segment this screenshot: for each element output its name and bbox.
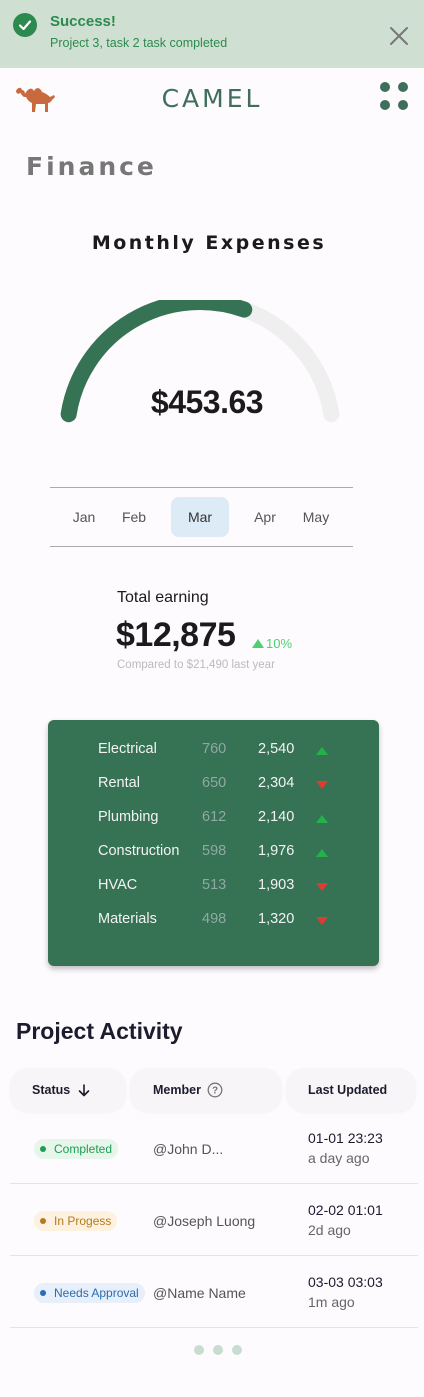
check-circle-icon <box>13 13 37 37</box>
status-label: In Progess <box>54 1214 111 1228</box>
page-dot[interactable] <box>232 1345 242 1355</box>
close-icon[interactable] <box>388 25 410 47</box>
earning-value: $12,875 <box>116 616 235 655</box>
breakdown-row: Rental 650 2,304 <box>48 767 379 801</box>
column-header-label: Member <box>153 1083 201 1097</box>
gauge-title: Monthly Expenses <box>0 232 418 254</box>
breakdown-row: Materials 498 1,320 <box>48 903 379 937</box>
member-name: @John D... <box>153 1141 223 1157</box>
status-dot <box>40 1218 46 1224</box>
breakdown-row: Plumbing 612 2,140 <box>48 801 379 835</box>
column-header-label: Status <box>32 1083 70 1097</box>
breakdown-count: 650 <box>202 775 226 791</box>
updated-ago: 1m ago <box>308 1294 355 1310</box>
expense-breakdown-card: Electrical 760 2,540 Rental 650 2,304 Pl… <box>48 720 379 966</box>
brand-name: CAMEL <box>0 84 424 113</box>
updated-date: 02-02 01:01 <box>308 1202 383 1218</box>
status-label: Needs Approval <box>54 1286 139 1300</box>
column-header-member[interactable]: Member ? <box>130 1068 282 1112</box>
grid-dots-icon[interactable] <box>380 82 410 112</box>
column-header-label: Last Updated <box>308 1083 387 1097</box>
breakdown-value: 1,320 <box>258 911 294 927</box>
status-label: Completed <box>54 1142 112 1156</box>
toast-title: Success! <box>50 13 227 31</box>
month-tab-feb[interactable]: Feb <box>110 497 158 537</box>
app-header: CAMEL <box>0 78 424 118</box>
breakdown-name: Rental <box>98 775 140 791</box>
page-title: Finance <box>26 152 157 181</box>
breakdown-value: 2,304 <box>258 775 294 791</box>
month-tab-apr[interactable]: Apr <box>241 497 289 537</box>
project-activity-title: Project Activity <box>16 1018 183 1045</box>
month-selector: Jan Feb Mar Apr May <box>50 487 353 547</box>
column-header-updated[interactable]: Last Updated <box>286 1068 416 1112</box>
help-circle-icon[interactable]: ? <box>207 1082 223 1098</box>
breakdown-name: Construction <box>98 843 179 859</box>
updated-date: 01-01 23:23 <box>308 1130 383 1146</box>
member-name: @Name Name <box>153 1285 246 1301</box>
breakdown-row: HVAC 513 1,903 <box>48 869 379 903</box>
status-badge: In Progess <box>34 1211 117 1231</box>
trend-up-icon <box>316 747 328 755</box>
member-name: @Joseph Luong <box>153 1213 255 1229</box>
success-toast: Success! Project 3, task 2 task complete… <box>0 0 424 68</box>
pagination-dots <box>194 1345 242 1355</box>
toast-message: Project 3, task 2 task completed <box>50 35 227 51</box>
breakdown-value: 2,540 <box>258 741 294 757</box>
earning-change: 10% <box>252 636 292 651</box>
status-badge: Needs Approval <box>34 1283 145 1303</box>
trend-down-icon <box>316 917 328 925</box>
page-dot[interactable] <box>194 1345 204 1355</box>
updated-date: 03-03 03:03 <box>308 1274 383 1290</box>
expense-gauge <box>50 300 350 460</box>
breakdown-name: Electrical <box>98 741 157 757</box>
column-header-status[interactable]: Status <box>10 1068 126 1112</box>
breakdown-count: 513 <box>202 877 226 893</box>
table-row[interactable]: In Progess @Joseph Luong 02-02 01:01 2d … <box>10 1184 418 1256</box>
breakdown-name: Plumbing <box>98 809 158 825</box>
earning-change-value: 10% <box>266 636 292 651</box>
earning-label: Total earning <box>117 589 209 607</box>
month-tab-mar[interactable]: Mar <box>171 497 229 537</box>
page-dot[interactable] <box>213 1345 223 1355</box>
breakdown-count: 612 <box>202 809 226 825</box>
breakdown-name: Materials <box>98 911 157 927</box>
status-dot <box>40 1146 46 1152</box>
status-badge: Completed <box>34 1139 118 1159</box>
trend-up-icon <box>316 815 328 823</box>
updated-ago: 2d ago <box>308 1222 351 1238</box>
breakdown-value: 1,976 <box>258 843 294 859</box>
breakdown-value: 1,903 <box>258 877 294 893</box>
earning-compare: Compared to $21,490 last year <box>117 659 275 671</box>
arrow-down-icon <box>78 1084 90 1097</box>
status-dot <box>40 1290 46 1296</box>
month-tab-jan[interactable]: Jan <box>60 497 108 537</box>
trend-up-icon <box>252 639 264 648</box>
svg-text:?: ? <box>212 1086 218 1097</box>
trend-down-icon <box>316 781 328 789</box>
trend-down-icon <box>316 883 328 891</box>
table-row[interactable]: Completed @John D... 01-01 23:23 a day a… <box>10 1112 418 1184</box>
breakdown-count: 498 <box>202 911 226 927</box>
trend-up-icon <box>316 849 328 857</box>
breakdown-count: 598 <box>202 843 226 859</box>
breakdown-name: HVAC <box>98 877 137 893</box>
breakdown-count: 760 <box>202 741 226 757</box>
table-row[interactable]: Needs Approval @Name Name 03-03 03:03 1m… <box>10 1256 418 1328</box>
month-tab-may[interactable]: May <box>292 497 340 537</box>
breakdown-row: Construction 598 1,976 <box>48 835 379 869</box>
breakdown-row: Electrical 760 2,540 <box>48 733 379 767</box>
gauge-value: $453.63 <box>0 384 414 421</box>
updated-ago: a day ago <box>308 1150 370 1166</box>
breakdown-value: 2,140 <box>258 809 294 825</box>
